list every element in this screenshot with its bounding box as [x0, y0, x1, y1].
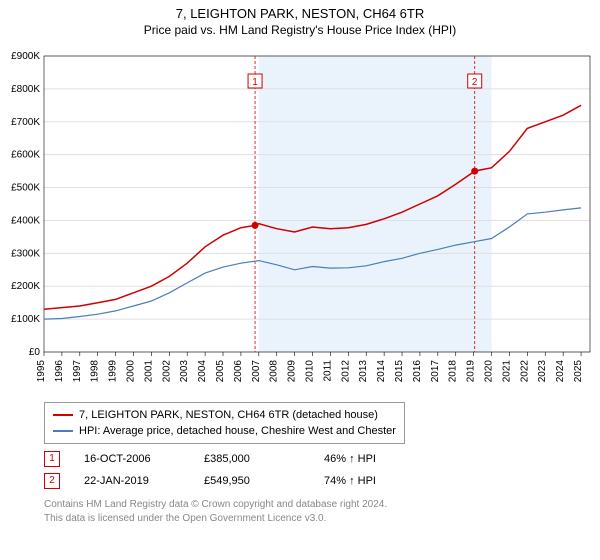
svg-text:1998: 1998	[90, 360, 101, 383]
svg-text:£100K: £100K	[11, 314, 40, 325]
page-subtitle: Price paid vs. HM Land Registry's House …	[0, 21, 600, 37]
svg-text:2014: 2014	[376, 360, 387, 383]
svg-text:2012: 2012	[340, 360, 351, 383]
svg-text:2021: 2021	[501, 360, 512, 383]
svg-text:2003: 2003	[179, 360, 190, 383]
sale-delta: 46% ↑ HPI	[324, 453, 444, 465]
svg-text:2022: 2022	[519, 360, 530, 383]
svg-text:2004: 2004	[197, 360, 208, 383]
sale-row: 1 16-OCT-2006 £385,000 46% ↑ HPI	[44, 448, 444, 470]
svg-text:2001: 2001	[143, 360, 154, 383]
chart: £0 £100K £200K £300K £400K £500K £600K £700K £80…	[0, 48, 600, 398]
sale-index-box: 2	[44, 473, 60, 489]
sales-table: 1 16-OCT-2006 £385,000 46% ↑ HPI 2 22-JA…	[44, 448, 444, 492]
sale-index-box: 1	[44, 451, 60, 467]
svg-text:2006: 2006	[233, 360, 244, 383]
sale-date: 16-OCT-2006	[84, 453, 204, 465]
svg-text:2019: 2019	[466, 360, 477, 383]
legend: 7, LEIGHTON PARK, NESTON, CH64 6TR (deta…	[44, 402, 405, 444]
svg-text:1996: 1996	[54, 360, 65, 383]
sale-delta: 74% ↑ HPI	[324, 475, 444, 487]
svg-text:1: 1	[252, 77, 258, 88]
svg-text:2018: 2018	[448, 360, 459, 383]
footer-line: This data is licensed under the Open Gov…	[44, 512, 387, 526]
legend-swatch	[53, 414, 73, 416]
svg-text:2020: 2020	[484, 360, 495, 383]
svg-text:£600K: £600K	[11, 150, 40, 161]
chart-svg: £0 £100K £200K £300K £400K £500K £600K £700K £80…	[0, 48, 600, 398]
svg-text:£400K: £400K	[11, 215, 40, 226]
svg-text:£300K: £300K	[11, 248, 40, 259]
sale-date: 22-JAN-2019	[84, 475, 204, 487]
svg-text:2010: 2010	[305, 360, 316, 383]
sale-price: £549,950	[204, 475, 324, 487]
legend-swatch	[53, 430, 73, 432]
svg-text:2009: 2009	[287, 360, 298, 383]
svg-text:2023: 2023	[537, 360, 548, 383]
svg-text:2008: 2008	[269, 360, 280, 383]
svg-text:2007: 2007	[251, 360, 262, 383]
footer-line: Contains HM Land Registry data © Crown c…	[44, 498, 387, 512]
svg-text:£200K: £200K	[11, 281, 40, 292]
legend-label: HPI: Average price, detached house, Ches…	[79, 423, 396, 439]
legend-label: 7, LEIGHTON PARK, NESTON, CH64 6TR (deta…	[79, 407, 378, 423]
svg-text:2005: 2005	[215, 360, 226, 383]
svg-text:1995: 1995	[36, 360, 47, 383]
svg-text:£700K: £700K	[11, 117, 40, 128]
svg-text:2025: 2025	[573, 360, 584, 383]
svg-text:2016: 2016	[412, 360, 423, 383]
svg-text:£500K: £500K	[11, 183, 40, 194]
svg-text:2: 2	[472, 77, 478, 88]
legend-row: 7, LEIGHTON PARK, NESTON, CH64 6TR (deta…	[53, 407, 396, 423]
svg-text:2013: 2013	[358, 360, 369, 383]
page-title: 7, LEIGHTON PARK, NESTON, CH64 6TR	[0, 0, 600, 21]
svg-text:2024: 2024	[555, 360, 566, 383]
svg-text:£800K: £800K	[11, 84, 40, 95]
svg-text:2011: 2011	[322, 360, 333, 382]
svg-text:£0: £0	[29, 347, 41, 358]
svg-text:1997: 1997	[72, 360, 83, 383]
svg-text:1999: 1999	[108, 360, 119, 383]
svg-text:2002: 2002	[161, 360, 172, 383]
legend-row: HPI: Average price, detached house, Ches…	[53, 423, 396, 439]
svg-text:£900K: £900K	[11, 51, 40, 62]
svg-text:2017: 2017	[430, 360, 441, 383]
svg-text:2000: 2000	[126, 360, 137, 383]
sale-row: 2 22-JAN-2019 £549,950 74% ↑ HPI	[44, 470, 444, 492]
sale-price: £385,000	[204, 453, 324, 465]
chart-container: 7, LEIGHTON PARK, NESTON, CH64 6TR Price…	[0, 0, 600, 560]
footer: Contains HM Land Registry data © Crown c…	[44, 498, 387, 526]
svg-text:2015: 2015	[394, 360, 405, 383]
